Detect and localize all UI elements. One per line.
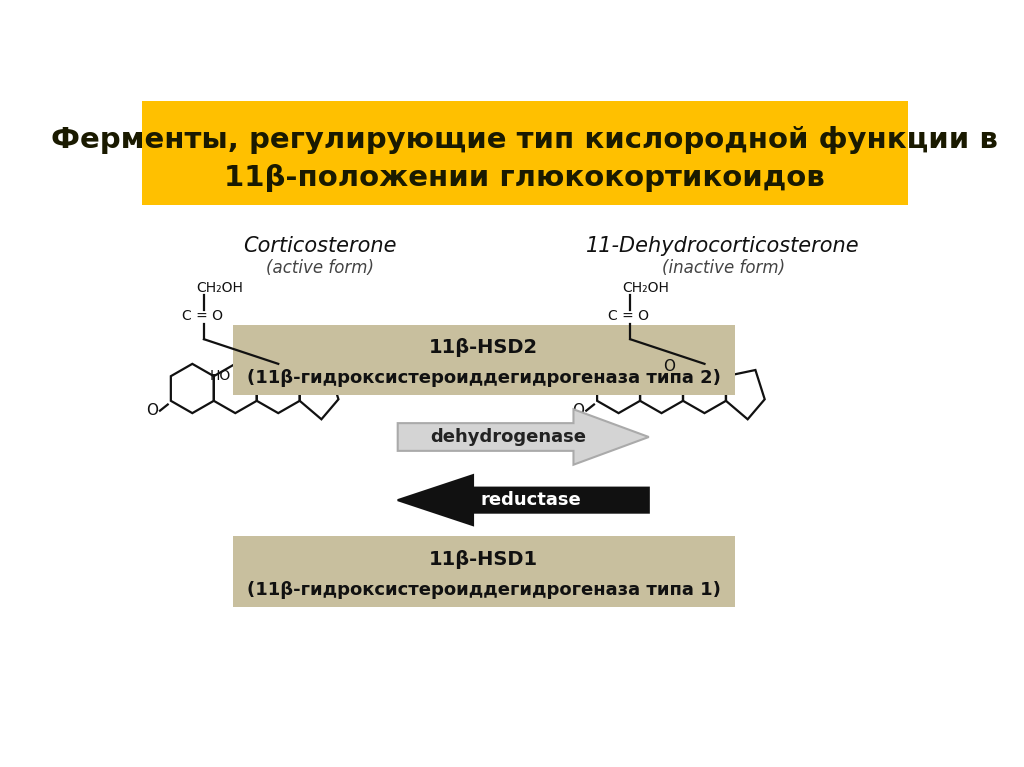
Text: dehydrogenase: dehydrogenase	[430, 428, 586, 446]
Text: 11β-положении глюкокортикоидов: 11β-положении глюкокортикоидов	[224, 164, 825, 193]
Text: 11β-HSD1: 11β-HSD1	[429, 550, 539, 569]
Text: (active form): (active form)	[266, 258, 374, 277]
Text: (11β-гидроксистероиддегидрогеназа типа 1): (11β-гидроксистероиддегидрогеназа типа 1…	[247, 581, 721, 599]
FancyBboxPatch shape	[232, 536, 735, 607]
Text: reductase: reductase	[480, 491, 582, 509]
Text: C = O: C = O	[182, 309, 223, 323]
Text: Ферменты, регулирующие тип кислородной функции в: Ферменты, регулирующие тип кислородной ф…	[51, 126, 998, 153]
Text: O: O	[664, 359, 676, 374]
Text: 11β-HSD2: 11β-HSD2	[429, 338, 539, 357]
FancyBboxPatch shape	[142, 101, 907, 206]
FancyArrow shape	[397, 410, 649, 465]
Text: Corticosterone: Corticosterone	[244, 236, 397, 256]
Text: 11-Dehydrocorticosterone: 11-Dehydrocorticosterone	[587, 236, 860, 256]
Text: (inactive form): (inactive form)	[662, 258, 784, 277]
Text: CH₂OH: CH₂OH	[197, 281, 243, 295]
FancyBboxPatch shape	[232, 324, 735, 396]
Text: O: O	[572, 403, 585, 418]
Text: C = O: C = O	[608, 309, 649, 323]
FancyArrow shape	[397, 475, 649, 525]
Text: (11β-гидроксистероиддегидрогеназа типа 2): (11β-гидроксистероиддегидрогеназа типа 2…	[247, 370, 721, 387]
Text: CH₂OH: CH₂OH	[623, 281, 670, 295]
Text: HO: HO	[210, 369, 230, 384]
Text: O: O	[146, 403, 159, 418]
